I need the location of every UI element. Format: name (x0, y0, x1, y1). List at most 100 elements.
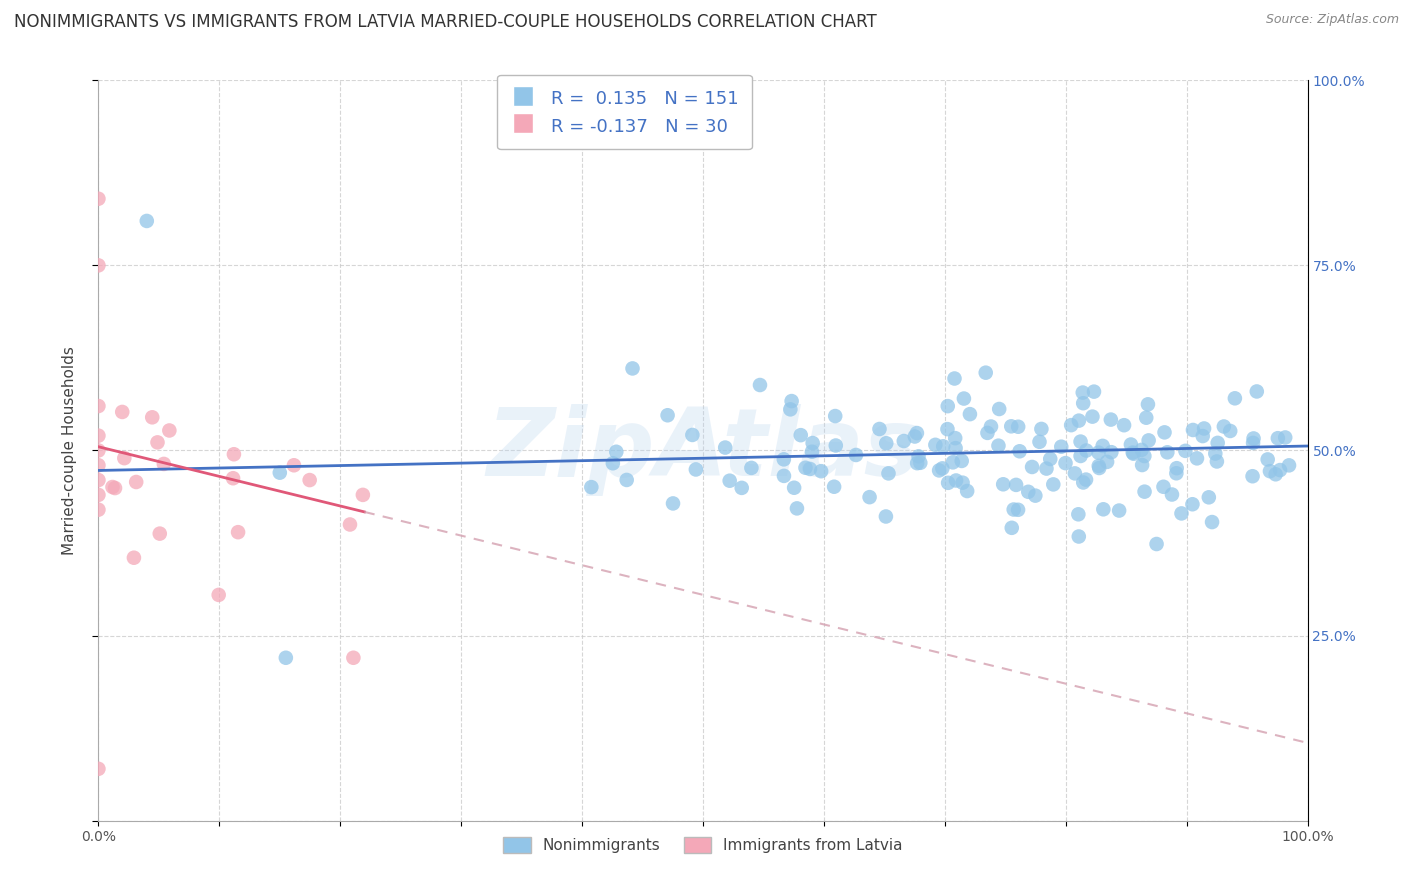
Point (1007, 419, 1029, 434)
Point (135, 214, 157, 228)
Point (339, 517, 361, 532)
Point (1223, 392, 1246, 406)
Point (1161, 487, 1184, 501)
Point (718, 474, 741, 488)
Point (910, 456, 932, 470)
Point (605, 444, 627, 458)
Point (1099, 412, 1122, 426)
Point (1130, 442, 1153, 457)
Point (1071, 475, 1094, 490)
Point (298, 473, 321, 487)
Point (945, 441, 967, 455)
Point (845, 448, 868, 462)
Point (1185, 451, 1208, 466)
Point (987, 439, 1010, 453)
Point (1122, 445, 1144, 459)
Point (943, 431, 966, 445)
Point (1035, 461, 1057, 475)
Point (1091, 439, 1114, 453)
Point (936, 399, 959, 413)
Point (1087, 458, 1109, 473)
Point (980, 419, 1002, 434)
Point (1206, 436, 1229, 450)
Legend: Nonimmigrants, Immigrants from Latvia: Nonimmigrants, Immigrants from Latvia (495, 830, 911, 861)
Point (1181, 423, 1204, 437)
Point (952, 475, 974, 490)
Point (87, 762, 110, 776)
Point (1204, 446, 1226, 460)
Point (274, 650, 297, 665)
Point (810, 464, 832, 478)
Point (602, 456, 624, 470)
Point (1156, 445, 1178, 459)
Point (1243, 432, 1265, 446)
Point (1181, 497, 1204, 511)
Point (950, 454, 973, 468)
Point (1119, 437, 1142, 451)
Point (943, 371, 966, 385)
Point (153, 457, 176, 471)
Point (786, 501, 808, 516)
Point (101, 480, 124, 494)
Point (1122, 447, 1144, 461)
Point (112, 451, 135, 466)
Point (905, 426, 928, 441)
Point (936, 422, 959, 436)
Point (1241, 436, 1264, 450)
Point (122, 550, 145, 565)
Point (157, 424, 180, 438)
Point (657, 409, 679, 423)
Text: NONIMMIGRANTS VS IMMIGRANTS FROM LATVIA MARRIED-COUPLE HOUSEHOLDS CORRELATION CH: NONIMMIGRANTS VS IMMIGRANTS FROM LATVIA … (14, 13, 877, 31)
Point (1002, 502, 1025, 516)
Point (1099, 445, 1122, 459)
Point (1166, 467, 1188, 481)
Point (799, 462, 821, 476)
Point (904, 429, 927, 443)
Point (924, 438, 946, 452)
Point (1095, 455, 1118, 469)
Point (1028, 434, 1050, 449)
Point (222, 471, 245, 485)
Point (1064, 467, 1087, 481)
Point (1136, 397, 1159, 411)
Point (749, 378, 772, 392)
Point (1088, 461, 1111, 475)
Point (1083, 384, 1105, 399)
Point (869, 422, 891, 436)
Point (1071, 396, 1094, 410)
Point (87, 488, 110, 502)
Point (1024, 489, 1046, 503)
Point (1067, 529, 1090, 543)
Point (783, 481, 806, 495)
Point (141, 410, 163, 425)
Point (794, 460, 817, 475)
Point (790, 428, 813, 442)
Point (208, 588, 231, 602)
Point (875, 509, 897, 524)
Point (1031, 422, 1053, 436)
Point (1135, 410, 1157, 425)
Point (283, 458, 305, 473)
Point (1021, 460, 1043, 475)
Point (662, 496, 685, 510)
Point (773, 468, 796, 483)
Point (342, 650, 364, 665)
Point (352, 488, 374, 502)
Point (877, 467, 900, 481)
Point (1153, 480, 1175, 494)
Point (1133, 449, 1156, 463)
Point (801, 436, 824, 450)
Point (1070, 449, 1092, 463)
Point (956, 483, 979, 498)
Point (740, 461, 762, 475)
Point (685, 462, 707, 476)
Point (824, 409, 846, 423)
Point (945, 474, 967, 488)
Point (1153, 425, 1175, 440)
Point (1060, 418, 1083, 433)
Point (125, 475, 148, 489)
Point (1246, 384, 1268, 399)
Point (1192, 421, 1215, 435)
Point (988, 402, 1011, 417)
Point (269, 466, 291, 480)
